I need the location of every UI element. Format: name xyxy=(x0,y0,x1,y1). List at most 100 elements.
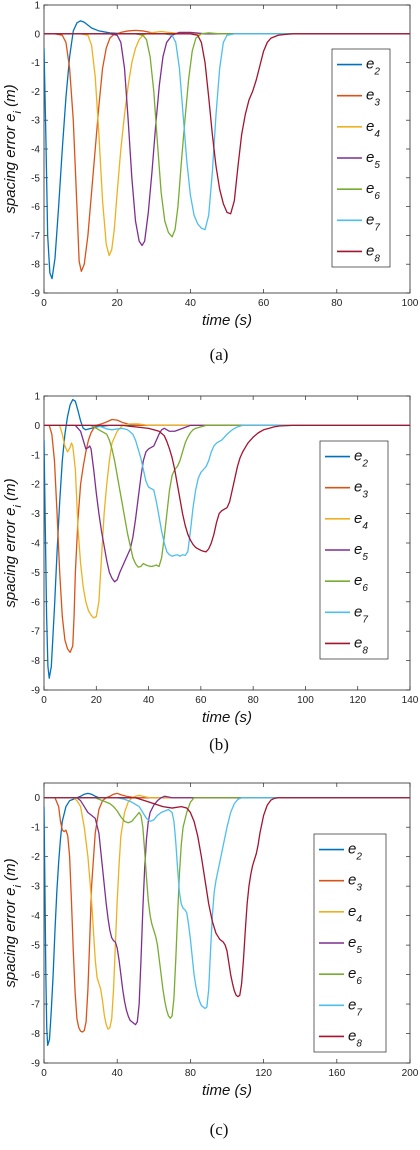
legend-label-main: e xyxy=(348,903,356,920)
legend-label-sub: 5 xyxy=(362,552,368,563)
x-tick-label: 80 xyxy=(248,695,260,706)
y-axis-label-unit: (m) xyxy=(2,858,19,885)
y-tick-label: 1 xyxy=(34,392,40,403)
legend-label-sub: 5 xyxy=(356,945,362,956)
x-axis-label: time (s) xyxy=(202,709,252,726)
x-axis-label: time (s) xyxy=(202,312,252,329)
series-group xyxy=(44,792,410,1046)
legend-label-e5: e5 xyxy=(348,934,362,956)
y-axis-label-main: spacing error e xyxy=(2,114,19,214)
legend-label-main: e xyxy=(354,541,362,558)
x-tick-label: 0 xyxy=(41,695,47,706)
y-tick-label: -5 xyxy=(31,941,40,952)
y-tick-label: -9 xyxy=(31,1059,40,1070)
legend-label-main: e xyxy=(366,242,374,259)
x-tick-label: 80 xyxy=(185,1068,197,1079)
legend-label-e6: e6 xyxy=(348,965,362,987)
legend-label-e4: e4 xyxy=(366,118,380,140)
legend-label-e5: e5 xyxy=(366,149,380,171)
series-line-e6 xyxy=(44,797,410,1019)
legend-label-sub: 6 xyxy=(374,191,380,202)
series-group xyxy=(44,20,410,280)
y-tick-label: 0 xyxy=(34,29,40,40)
x-tick-label: 0 xyxy=(41,298,47,309)
legend-label-main: e xyxy=(354,572,362,589)
x-tick-label: 60 xyxy=(195,695,207,706)
y-tick-label: -2 xyxy=(31,87,40,98)
legend-label-main: e xyxy=(366,180,374,197)
legend-label-main: e xyxy=(354,510,362,527)
y-tick-label: 0 xyxy=(34,421,40,432)
x-tick-label: 80 xyxy=(331,298,343,309)
x-tick-label: 100 xyxy=(402,298,419,309)
y-tick-label: 0 xyxy=(34,793,40,804)
y-tick-label: -7 xyxy=(31,1000,40,1011)
legend-label-sub: 7 xyxy=(362,614,368,625)
x-tick-label: 20 xyxy=(91,695,103,706)
legend-label-e8: e8 xyxy=(354,634,368,656)
legend-label-sub: 3 xyxy=(356,882,362,893)
y-tick-label: 1 xyxy=(34,1,40,12)
series-line-e2 xyxy=(44,398,410,679)
legend-label-sub: 2 xyxy=(355,851,362,862)
y-tick-label: -6 xyxy=(31,597,40,608)
legend-label-main: e xyxy=(348,965,356,982)
legend-label-sub: 6 xyxy=(356,976,362,987)
series-line-e3 xyxy=(44,792,410,1033)
x-tick-label: 40 xyxy=(185,298,197,309)
x-tick-label: 120 xyxy=(255,1068,272,1079)
series-line-e4 xyxy=(44,794,410,1030)
y-tick-label: -3 xyxy=(31,882,40,893)
legend-label-main: e xyxy=(366,211,374,228)
y-tick-label: -8 xyxy=(31,656,40,667)
legend-label-sub: 2 xyxy=(361,458,368,469)
legend-label-sub: 7 xyxy=(356,1007,362,1018)
x-tick-label: 60 xyxy=(258,298,270,309)
series-line-e4 xyxy=(44,423,410,619)
legend-label-sub: 8 xyxy=(374,253,380,264)
series-line-e3 xyxy=(44,418,410,654)
legend-label-main: e xyxy=(354,448,362,465)
y-tick-label: -1 xyxy=(31,450,40,461)
legend-label-e6: e6 xyxy=(366,180,380,202)
y-axis-label-sub: i xyxy=(12,885,24,888)
y-tick-label: -2 xyxy=(31,480,40,491)
y-tick-label: -3 xyxy=(31,509,40,520)
series-line-e2 xyxy=(44,792,410,1046)
panel-label: (c) xyxy=(210,1120,229,1139)
y-tick-label: -8 xyxy=(31,260,40,271)
legend-label-e5: e5 xyxy=(354,541,368,563)
series-line-e7 xyxy=(44,33,410,231)
legend-label-sub: 4 xyxy=(356,913,362,924)
legend-label-sub: 8 xyxy=(362,645,368,656)
legend-label-e7: e7 xyxy=(354,603,368,625)
legend-label-sub: 6 xyxy=(362,583,368,594)
series-line-e2 xyxy=(44,20,410,280)
series-group xyxy=(44,398,410,679)
legend-label-e3: e3 xyxy=(348,872,362,894)
legend-label-main: e xyxy=(354,634,362,651)
series-line-e8 xyxy=(44,797,410,998)
legend-label-main: e xyxy=(366,118,374,135)
y-tick-label: -9 xyxy=(31,686,40,697)
chart-panel-2: 10-1-2-3-4-5-6-7-8-90 20 40 60 80 100 120 140ti… xyxy=(2,392,419,755)
y-tick-label: -4 xyxy=(31,539,40,550)
y-axis-label-main: spacing error e xyxy=(2,508,19,608)
legend-label-e3: e3 xyxy=(354,479,368,501)
y-tick-label: -2 xyxy=(31,852,40,863)
x-tick-label: 160 xyxy=(328,1068,345,1079)
series-line-e3 xyxy=(44,29,410,273)
series-line-e7 xyxy=(44,797,410,1010)
y-axis-label: spacing error ei (m) xyxy=(2,84,24,213)
legend-label-sub: 4 xyxy=(374,128,380,139)
legend-label-sub: 8 xyxy=(356,1038,362,1049)
y-tick-label: -9 xyxy=(31,289,40,300)
legend-label-main: e xyxy=(366,87,374,104)
legend-label-e4: e4 xyxy=(348,903,362,925)
legend-label-main: e xyxy=(348,1027,356,1044)
legend-label-e2: e2 xyxy=(348,841,362,863)
